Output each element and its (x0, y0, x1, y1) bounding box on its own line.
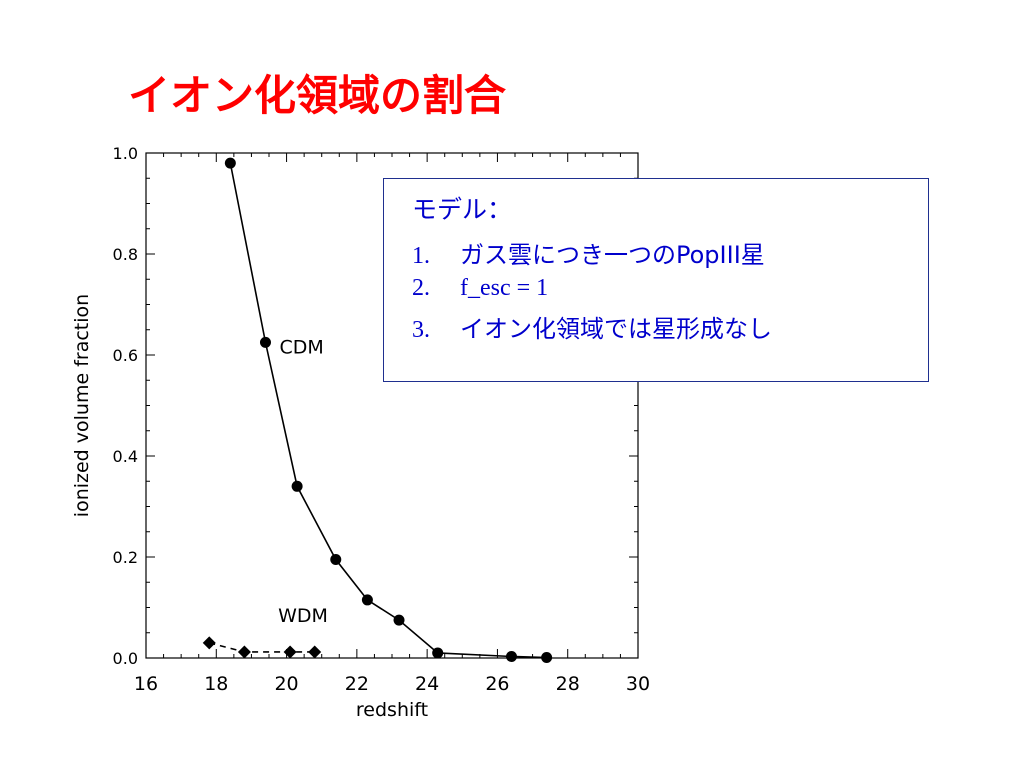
x-axis-label: redshift (356, 699, 428, 721)
slide-title: イオン化領域の割合 (128, 71, 507, 120)
y-tick-label: 0.2 (113, 548, 138, 567)
y-tick-label: 0.0 (113, 649, 138, 668)
data-point-wdm (283, 645, 297, 659)
y-tick-label: 0.6 (113, 346, 138, 365)
data-point-cdm (224, 157, 236, 169)
model-item-text: ガス雲につき一つのPopIII星 (460, 241, 765, 269)
x-tick-label: 24 (415, 673, 439, 695)
data-point-wdm (308, 645, 322, 659)
y-tick-label: 0.4 (113, 447, 138, 466)
x-tick-label: 28 (556, 673, 580, 695)
model-item-text: イオン化領域では星形成なし (460, 315, 772, 343)
x-tick-label: 20 (274, 673, 298, 695)
data-point-wdm (202, 636, 216, 650)
data-point-cdm (330, 554, 342, 566)
x-tick-label: 26 (485, 673, 509, 695)
x-tick-label: 18 (204, 673, 228, 695)
data-point-wdm (237, 645, 251, 659)
series-label-cdm: CDM (279, 336, 323, 358)
series-line-wdm (209, 642, 315, 653)
data-point-cdm (393, 614, 405, 626)
data-point-cdm (505, 650, 517, 662)
model-item-number: 2. (412, 275, 430, 301)
series-label-wdm: WDM (278, 605, 328, 627)
chart-axes (145, 152, 639, 659)
model-heading: モデル： (412, 195, 513, 224)
model-box: モデル： 1. ガス雲につき一つのPopIII星 2. f_esc = 1 3.… (383, 178, 929, 382)
data-point-cdm (259, 336, 271, 348)
model-item-2: 2. f_esc = 1 (412, 275, 928, 309)
data-point-cdm (361, 594, 373, 606)
model-item-3: 3. イオン化領域では星形成なし (412, 309, 928, 349)
chart-labels: 16 18 20 22 24 26 28 30 0.0 0.2 0.4 0.6 0.8 1.0 redshi… (71, 144, 650, 721)
chart-series (202, 157, 553, 663)
data-point-cdm (291, 480, 303, 492)
x-tick-label: 16 (134, 673, 158, 695)
model-item-number: 3. (412, 317, 430, 343)
data-point-cdm (432, 647, 444, 659)
x-tick-label: 30 (626, 673, 650, 695)
model-item-1: 1. ガス雲につき一つのPopIII星 (412, 235, 928, 275)
y-tick-label: 0.8 (113, 245, 138, 264)
model-item-number: 1. (412, 243, 430, 269)
x-tick-label: 22 (345, 673, 369, 695)
model-item-text: f_esc = 1 (460, 275, 549, 301)
data-point-cdm (541, 651, 553, 663)
y-axis-label: ionized volume fraction (71, 294, 93, 517)
y-tick-label: 1.0 (113, 144, 138, 163)
